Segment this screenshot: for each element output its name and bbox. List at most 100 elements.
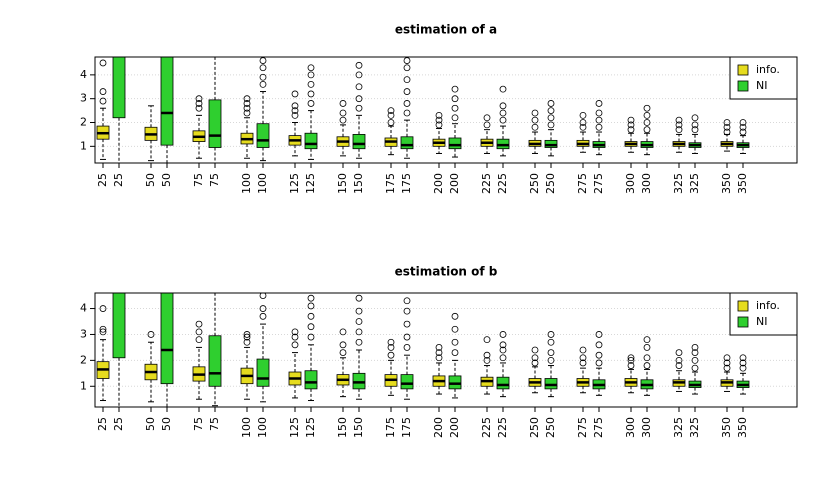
outlier [499,102,507,110]
outlier [643,119,651,126]
outlier [307,302,315,310]
x-tick-label: 150 [336,173,349,194]
x-tick-label: 325 [688,417,701,438]
outlier [675,356,683,364]
outlier [595,109,603,117]
x-tick-label: 325 [672,417,685,438]
box [208,99,222,148]
x-tick-label: 225 [480,417,493,438]
legend-label: info. [756,299,780,312]
outlier [259,293,267,299]
y-tick-label: 1 [80,379,87,392]
outlier [531,123,539,131]
x-tick-label: 200 [432,173,445,194]
outlier [355,338,363,346]
outlier [403,64,411,72]
plot-frame [94,56,798,164]
outlier [99,59,107,67]
outlier [547,356,555,364]
outlier [723,354,731,362]
outlier [739,128,747,136]
outlier [339,328,347,336]
outlier [643,362,651,369]
outlier [643,354,651,362]
box [256,358,270,387]
outlier [291,102,299,110]
box [352,372,366,390]
outlier [403,57,411,64]
outlier [547,107,555,114]
outlier [643,336,651,344]
outlier [403,344,411,351]
outlier [723,364,731,372]
outlier [723,359,731,367]
outlier [739,119,747,126]
outlier [339,100,347,107]
outlier [147,331,155,338]
y-tick-label: 3 [80,92,87,105]
outlier [579,111,587,119]
outlier [307,323,315,331]
outlier [259,64,267,72]
outlier [99,328,107,336]
x-tick-label: 300 [640,173,653,194]
x-tick-label: 325 [688,173,701,194]
outlier [403,320,411,328]
box [544,378,558,390]
legend-swatch [737,64,749,76]
outlier [451,312,459,320]
outlier [499,116,507,124]
outlier [291,333,299,341]
outlier [675,116,683,124]
x-tick-label: 275 [592,417,605,438]
legend-swatch [737,300,749,312]
outlier [259,305,267,312]
outlier [195,320,203,328]
outlier [387,351,395,359]
x-tick-label: 300 [640,417,653,438]
outlier [547,338,555,346]
outlier [403,88,411,95]
x-tick-label: 300 [624,173,637,194]
outlier [435,349,443,356]
outlier [675,349,683,356]
outlier [339,116,347,124]
outlier [195,100,203,107]
x-tick-label: 250 [528,417,541,438]
outlier [355,328,363,336]
outlier [595,351,603,359]
box [160,57,174,146]
outlier [531,359,539,367]
box [160,293,174,385]
x-tick-label: 125 [304,417,317,438]
x-tick-label: 225 [480,173,493,194]
outlier [195,336,203,344]
outlier [739,364,747,372]
outlier [307,71,315,79]
outlier [499,331,507,338]
plot-frame [94,292,798,408]
box [496,376,510,390]
x-tick-label: 75 [208,417,221,431]
outlier [291,90,299,98]
x-tick-label: 25 [112,417,125,431]
x-tick-label: 225 [496,417,509,438]
y-tick-label: 2 [80,353,87,366]
outlier [499,85,507,93]
x-tick-label: 25 [112,173,125,187]
x-tick-label: 275 [576,173,589,194]
outlier [579,354,587,362]
outlier [243,95,251,103]
box [208,335,222,387]
chart-title: estimation of a [395,23,497,37]
x-tick-label: 275 [576,417,589,438]
outlier [435,344,443,351]
x-tick-label: 300 [624,417,637,438]
outlier [259,80,267,88]
outlier [403,307,411,315]
outlier [675,362,683,369]
outlier [739,354,747,362]
x-tick-label: 200 [448,173,461,194]
outlier [403,297,411,305]
